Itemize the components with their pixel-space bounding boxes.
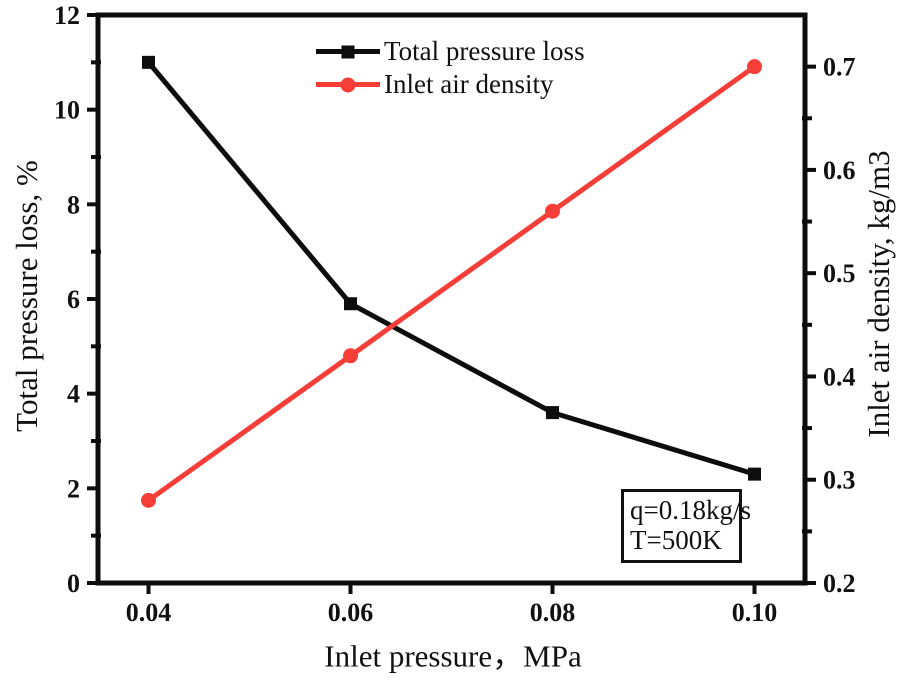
annotation-line-1: q=0.18kg/s — [630, 495, 751, 525]
data-point-circle — [545, 203, 560, 219]
x-tick-label: 0.04 — [126, 598, 172, 627]
x-tick-label: 0.06 — [328, 598, 374, 627]
x-axis-label: Inlet pressure，MPa — [324, 638, 582, 674]
y-right-tick-label: 0.2 — [823, 569, 856, 598]
square-marker-icon — [341, 45, 355, 58]
data-point-circle — [141, 492, 156, 508]
y-left-tick-label: 2 — [67, 474, 80, 503]
annotation-box: q=0.18kg/s T=500K — [621, 489, 751, 563]
data-point-square — [344, 297, 357, 311]
data-point-square — [546, 406, 559, 420]
series-line-circle — [147, 64, 756, 503]
y-right-tick-label: 0.4 — [823, 362, 856, 391]
legend-item-total-pressure-loss: Total pressure loss — [316, 35, 585, 68]
y-left-tick-label: 4 — [67, 380, 80, 409]
data-point-circle — [343, 348, 358, 364]
x-tick-label: 0.08 — [530, 598, 576, 627]
data-point-circle — [747, 59, 762, 75]
x-tick-label: 0.10 — [732, 598, 778, 627]
y-axis-label-right: Inlet air density, kg/m3 — [861, 150, 896, 438]
y-left-tick-label: 8 — [67, 190, 80, 219]
y-left-tick-label: 10 — [54, 96, 80, 125]
legend-item-inlet-air-density: Inlet air density — [316, 68, 585, 101]
legend: Total pressure loss Inlet air density — [316, 35, 585, 101]
data-point-square — [142, 55, 155, 69]
y-right-tick-label: 0.7 — [823, 53, 856, 82]
y-right-tick-label: 0.5 — [823, 259, 856, 288]
y-right-tick-label: 0.3 — [823, 466, 856, 495]
data-point-square — [748, 467, 761, 481]
legend-red-line — [316, 77, 380, 92]
legend-black-line — [316, 45, 380, 58]
legend-label-total-pressure-loss: Total pressure loss — [384, 36, 585, 66]
legend-label-inlet-air-density: Inlet air density — [384, 69, 554, 99]
y-left-tick-label: 12 — [54, 1, 80, 30]
annotation-line-2: T=500K — [630, 525, 722, 555]
circle-marker-icon — [340, 77, 356, 92]
y-axis-label-left: Total pressure loss, % — [9, 160, 44, 432]
y-left-tick-label: 0 — [67, 569, 80, 598]
y-left-tick-label: 6 — [67, 285, 80, 314]
series-line-square — [146, 60, 756, 477]
y-right-tick-label: 0.6 — [823, 156, 856, 185]
